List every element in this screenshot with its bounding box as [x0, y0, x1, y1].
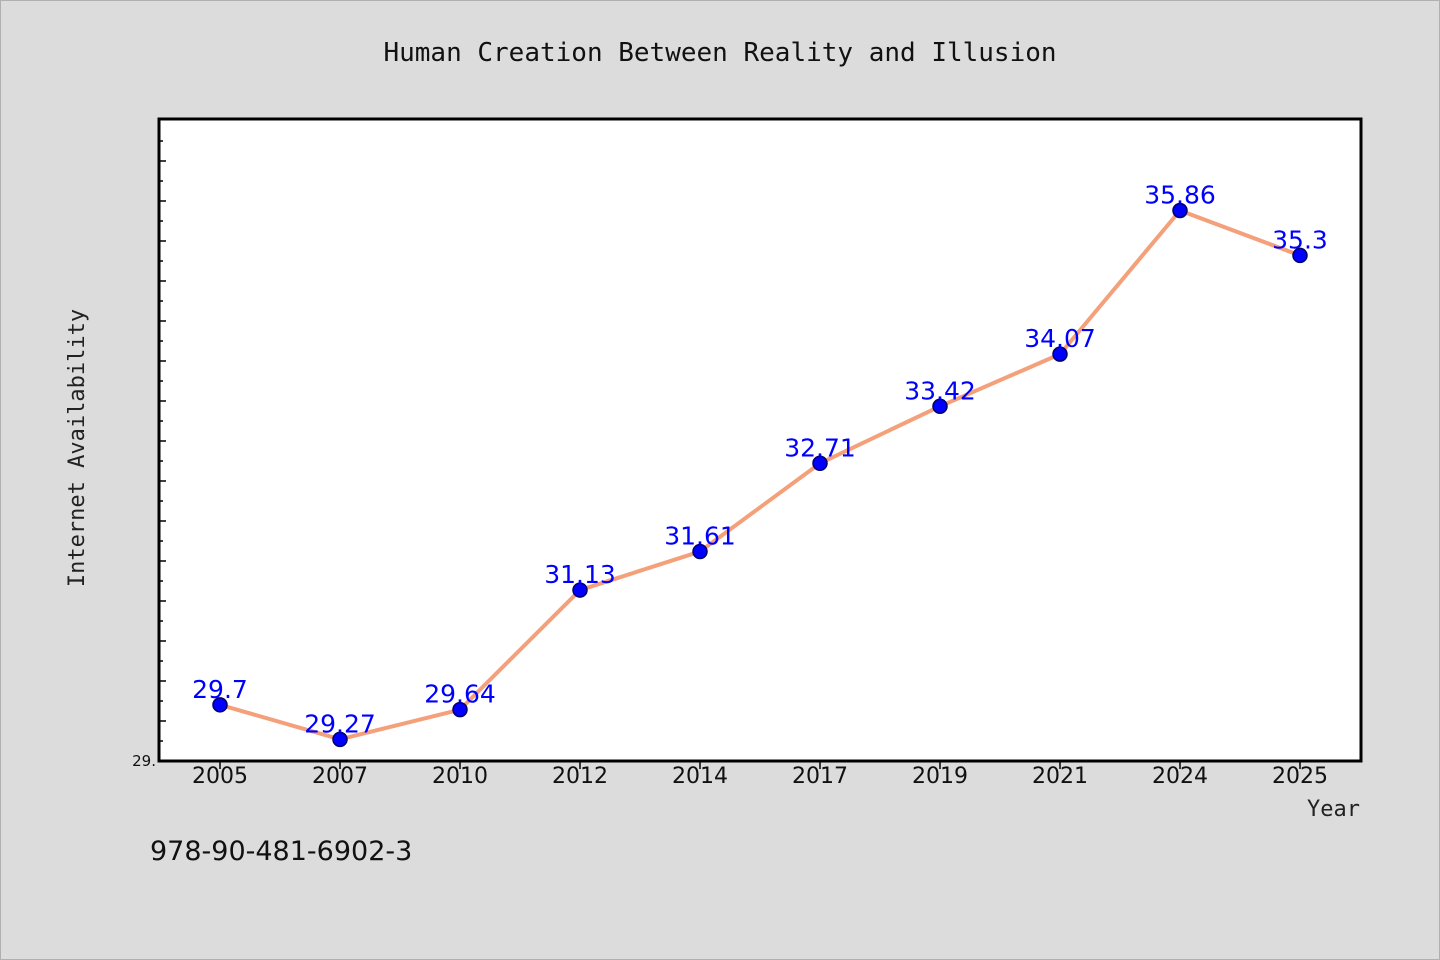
isbn-text: 978-90-481-6902-3	[150, 836, 413, 867]
plot-area	[157, 117, 1363, 763]
series-line	[219, 208, 1301, 742]
x-tick-label: 2025	[1272, 764, 1328, 789]
data-point	[812, 455, 828, 472]
data-point	[572, 582, 588, 598]
x-tick-label: 2021	[1032, 764, 1088, 789]
data-point	[1052, 346, 1068, 362]
marker-layer	[212, 202, 1308, 748]
x-axis-ticks	[219, 761, 1301, 769]
x-tick-label: 2017	[792, 764, 848, 789]
x-axis-label: Year	[1307, 797, 1360, 822]
data-label: 29.27	[304, 709, 376, 738]
data-label: 34.07	[1024, 324, 1096, 353]
data-point	[932, 398, 948, 415]
data-point	[1172, 202, 1188, 219]
x-tick-label: 2019	[912, 764, 968, 789]
y-tick-label: 29.	[132, 752, 156, 770]
x-tick-label: 2012	[552, 764, 608, 789]
data-point	[1292, 247, 1308, 264]
y-axis-ticks	[159, 140, 166, 742]
series-layer	[219, 208, 1301, 742]
data-label: 33.42	[904, 376, 976, 405]
data-label: 35.3	[1272, 225, 1328, 254]
data-point	[692, 543, 708, 560]
x-tick-label: 2014	[672, 764, 728, 789]
x-tick-label: 2007	[312, 764, 368, 789]
x-tick-label: 2010	[432, 764, 488, 789]
data-label-layer: 29.7 29.27 29.64 31.13 31.61 32.71 33.42 34.07 3…	[192, 180, 1328, 738]
x-tick-label: 2024	[1152, 764, 1208, 789]
data-point	[332, 731, 348, 748]
chart-title: Human Creation Between Reality and Illus…	[383, 38, 1056, 68]
data-label: 35.86	[1144, 180, 1216, 209]
data-label: 31.61	[664, 522, 736, 551]
y-axis-label: Internet Availability	[65, 309, 90, 587]
data-label: 29.7	[192, 675, 248, 704]
data-label: 32.71	[784, 433, 856, 462]
data-point	[212, 697, 228, 713]
data-label: 29.64	[424, 680, 496, 709]
x-tick-labels: 2005 2007 2010 2012 2014 2017 2019 2021 2024 2025	[192, 764, 1328, 789]
data-label: 31.13	[544, 560, 616, 589]
data-point	[452, 701, 468, 718]
x-tick-label: 2005	[192, 764, 248, 789]
